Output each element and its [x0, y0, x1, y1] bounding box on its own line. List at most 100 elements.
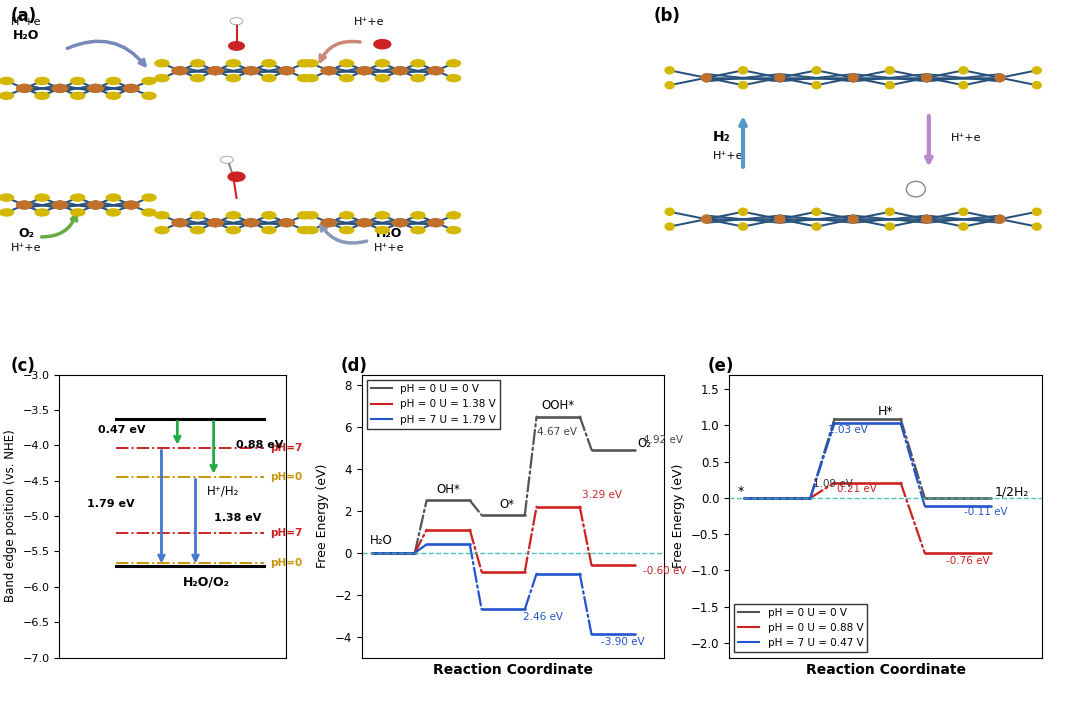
- Circle shape: [774, 214, 785, 224]
- Text: H₂O: H₂O: [370, 534, 393, 547]
- Circle shape: [190, 211, 205, 219]
- Text: 4.92 eV: 4.92 eV: [643, 436, 683, 445]
- Circle shape: [35, 77, 50, 85]
- Text: 1.09 eV: 1.09 eV: [813, 479, 853, 489]
- Text: 0.47 eV: 0.47 eV: [98, 425, 146, 435]
- Text: -0.76 eV: -0.76 eV: [946, 556, 989, 566]
- Y-axis label: Free Energy (eV): Free Energy (eV): [316, 464, 329, 568]
- Circle shape: [35, 208, 50, 216]
- Text: (e): (e): [707, 357, 733, 375]
- Circle shape: [738, 81, 748, 89]
- Circle shape: [701, 73, 712, 83]
- Legend: pH = 0 U = 0 V, pH = 0 U = 0.88 V, pH = 7 U = 0.47 V: pH = 0 U = 0 V, pH = 0 U = 0.88 V, pH = …: [734, 604, 867, 653]
- Circle shape: [339, 59, 354, 67]
- X-axis label: Reaction Coordinate: Reaction Coordinate: [806, 663, 966, 677]
- Circle shape: [261, 226, 276, 235]
- Text: OH*: OH*: [436, 483, 460, 496]
- Circle shape: [190, 74, 205, 82]
- Circle shape: [297, 211, 312, 219]
- Circle shape: [87, 83, 104, 93]
- Circle shape: [885, 222, 895, 231]
- Text: O₂: O₂: [18, 227, 33, 240]
- Circle shape: [738, 207, 748, 216]
- Circle shape: [70, 193, 85, 202]
- Text: 2.46 eV: 2.46 eV: [523, 612, 563, 621]
- Text: H⁺+e: H⁺+e: [354, 17, 384, 27]
- Circle shape: [321, 66, 337, 76]
- Circle shape: [190, 59, 205, 67]
- Circle shape: [848, 73, 859, 83]
- Circle shape: [664, 81, 675, 89]
- Circle shape: [958, 222, 969, 231]
- Circle shape: [297, 74, 312, 82]
- Text: 3.29 eV: 3.29 eV: [582, 490, 622, 501]
- Text: -3.90 eV: -3.90 eV: [602, 637, 645, 647]
- Circle shape: [811, 222, 822, 231]
- Text: H⁺+e: H⁺+e: [11, 243, 41, 253]
- Circle shape: [261, 211, 276, 219]
- Circle shape: [0, 77, 14, 85]
- Text: pH=0: pH=0: [270, 559, 302, 568]
- Circle shape: [154, 74, 170, 82]
- Circle shape: [279, 66, 295, 76]
- Circle shape: [410, 211, 426, 219]
- Circle shape: [921, 73, 932, 83]
- Circle shape: [738, 222, 748, 231]
- Text: H⁺+e: H⁺+e: [374, 243, 404, 253]
- Circle shape: [141, 92, 157, 100]
- Circle shape: [106, 92, 121, 100]
- Text: (c): (c): [11, 357, 36, 375]
- Circle shape: [1031, 207, 1042, 216]
- Legend: pH = 0 U = 0 V, pH = 0 U = 1.38 V, pH = 7 U = 1.79 V: pH = 0 U = 0 V, pH = 0 U = 1.38 V, pH = …: [367, 380, 500, 428]
- Text: 1.03 eV: 1.03 eV: [828, 425, 868, 435]
- Text: H⁺/H₂: H⁺/H₂: [206, 485, 239, 498]
- Circle shape: [16, 200, 32, 210]
- Text: 1/2H₂: 1/2H₂: [995, 485, 1029, 498]
- Circle shape: [738, 66, 748, 74]
- Circle shape: [303, 59, 319, 67]
- Circle shape: [154, 226, 170, 235]
- Circle shape: [375, 211, 390, 219]
- Circle shape: [392, 218, 408, 228]
- Circle shape: [848, 214, 859, 224]
- Circle shape: [664, 222, 675, 231]
- Circle shape: [1031, 81, 1042, 89]
- Circle shape: [303, 74, 319, 82]
- Text: pH=7: pH=7: [270, 443, 302, 452]
- Circle shape: [207, 218, 224, 228]
- Circle shape: [303, 211, 319, 219]
- Circle shape: [958, 207, 969, 216]
- Y-axis label: Free Energy (eV): Free Energy (eV): [672, 464, 685, 568]
- Circle shape: [106, 193, 121, 202]
- Circle shape: [261, 74, 276, 82]
- Circle shape: [52, 200, 68, 210]
- Circle shape: [1031, 66, 1042, 74]
- Text: 4.67 eV: 4.67 eV: [537, 428, 577, 438]
- Circle shape: [220, 156, 233, 163]
- Circle shape: [339, 211, 354, 219]
- Text: 1.79 eV: 1.79 eV: [86, 499, 134, 509]
- Circle shape: [279, 218, 295, 228]
- Text: OOH*: OOH*: [541, 399, 575, 412]
- Circle shape: [207, 66, 224, 76]
- Circle shape: [154, 59, 170, 67]
- Circle shape: [123, 200, 139, 210]
- Circle shape: [356, 218, 373, 228]
- Text: *: *: [738, 485, 744, 498]
- Circle shape: [664, 207, 675, 216]
- Circle shape: [1031, 222, 1042, 231]
- Text: H₂O/O₂: H₂O/O₂: [184, 575, 230, 588]
- Text: H₂: H₂: [713, 130, 730, 144]
- Text: (a): (a): [11, 7, 37, 25]
- Circle shape: [811, 207, 822, 216]
- Circle shape: [52, 83, 68, 93]
- Text: H₂O: H₂O: [376, 227, 402, 240]
- Circle shape: [230, 18, 243, 25]
- Circle shape: [885, 207, 895, 216]
- Text: -0.60 eV: -0.60 eV: [643, 566, 686, 575]
- Circle shape: [123, 83, 139, 93]
- Text: 0.21 eV: 0.21 eV: [837, 484, 877, 494]
- Circle shape: [428, 218, 444, 228]
- Circle shape: [0, 193, 14, 202]
- Circle shape: [0, 208, 14, 216]
